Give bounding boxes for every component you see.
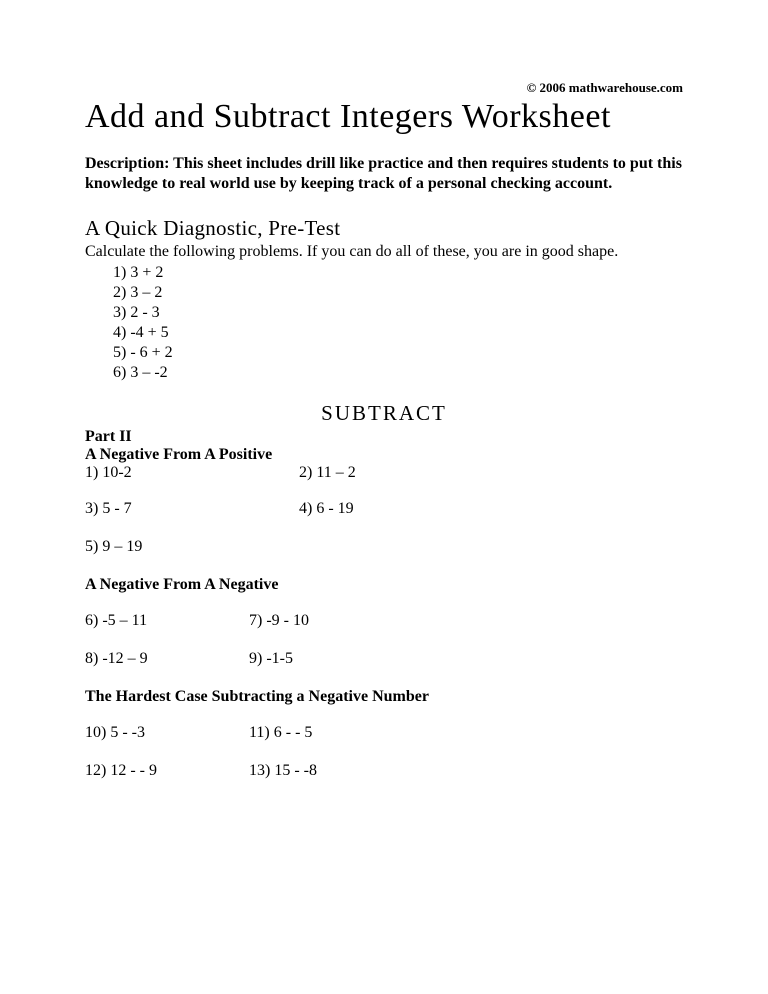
worksheet-title: Add and Subtract Integers Worksheet [85,98,683,136]
pretest-item: 3) 2 - 3 [113,303,683,323]
problem-cell: 5) 9 – 19 [85,538,295,556]
pretest-list: 1) 3 + 2 2) 3 – 2 3) 2 - 3 4) -4 + 5 5) … [113,263,683,383]
problem-cell: 1) 10-2 [85,464,295,482]
subtract-heading: SUBTRACT [85,401,683,426]
section-a-heading: A Negative From A Positive [85,446,683,464]
section-c-heading: The Hardest Case Subtracting a Negative … [85,688,683,706]
pretest-subtext: Calculate the following problems. If you… [85,243,683,261]
problem-cell: 12) 12 - - 9 [85,762,245,780]
problem-cell: 8) -12 – 9 [85,650,245,668]
section-b-heading: A Negative From A Negative [85,576,683,594]
worksheet-page: © 2006 mathwarehouse.com Add and Subtrac… [0,0,768,780]
pretest-item: 5) - 6 + 2 [113,343,683,363]
problem-cell: 2) 11 – 2 [299,464,356,482]
pretest-item: 4) -4 + 5 [113,323,683,343]
problem-row: 8) -12 – 9 9) -1-5 [85,650,683,668]
copyright-text: © 2006 mathwarehouse.com [85,80,683,96]
problem-row: 1) 10-2 2) 11 – 2 [85,464,683,482]
problem-row: 3) 5 - 7 4) 6 - 19 [85,500,683,518]
problem-row: 6) -5 – 11 7) -9 - 10 [85,612,683,630]
worksheet-description: Description: This sheet includes drill l… [85,154,683,194]
problem-row: 5) 9 – 19 [85,538,683,556]
problem-cell: 10) 5 - -3 [85,724,245,742]
problem-row: 12) 12 - - 9 13) 15 - -8 [85,762,683,780]
problem-cell: 6) -5 – 11 [85,612,245,630]
problem-cell: 11) 6 - - 5 [249,724,312,742]
problem-cell: 13) 15 - -8 [249,762,317,780]
problem-cell: 3) 5 - 7 [85,500,295,518]
problem-cell: 4) 6 - 19 [299,500,354,518]
pretest-item: 2) 3 – 2 [113,283,683,303]
problem-cell: 7) -9 - 10 [249,612,309,630]
problem-row: 10) 5 - -3 11) 6 - - 5 [85,724,683,742]
problem-cell: 9) -1-5 [249,650,293,668]
pretest-heading: A Quick Diagnostic, Pre-Test [85,216,683,241]
part2-label: Part II [85,428,683,446]
pretest-item: 6) 3 – -2 [113,363,683,383]
pretest-item: 1) 3 + 2 [113,263,683,283]
